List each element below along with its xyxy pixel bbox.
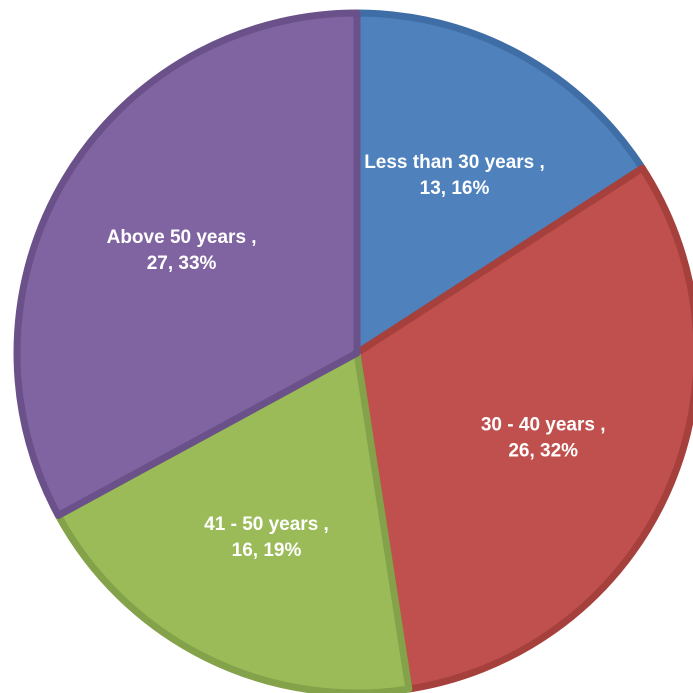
pie-slice-category-1: 30 - 40 years ,	[481, 415, 606, 436]
pie-slice-category-3: Above 50 years ,	[107, 227, 257, 248]
pie-slice-label-2: 41 - 50 years , 16, 19%	[204, 514, 329, 561]
pie-slice-label-1: 30 - 40 years , 26, 32%	[481, 415, 606, 462]
pie-slice-value-2: 16, 19%	[232, 540, 302, 561]
pie-labels: Less than 30 years , 13, 16% 30 - 40 years…	[107, 152, 606, 561]
pie-slice-category-2: 41 - 50 years ,	[204, 514, 329, 535]
pie-slice-3	[13, 9, 361, 519]
pie-slice-label-3: Above 50 years , 27, 33%	[107, 227, 257, 274]
pie-slice-label-0: Less than 30 years , 13, 16%	[364, 152, 545, 199]
pie-slice-value-3: 27, 33%	[147, 253, 217, 274]
pie-slice-category-0: Less than 30 years ,	[364, 152, 545, 173]
pie-slice-value-0: 13, 16%	[420, 178, 490, 199]
pie-slice-value-1: 26, 32%	[508, 441, 578, 462]
pie-slice-0	[353, 9, 646, 357]
pie-slice-1	[353, 164, 693, 693]
pie-slices	[13, 9, 693, 693]
